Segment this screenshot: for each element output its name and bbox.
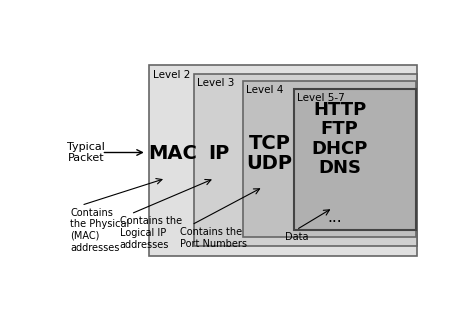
Text: Level 5-7: Level 5-7 [297,93,345,103]
Text: ...: ... [328,210,342,225]
Bar [243,81,416,237]
Text: TCP
UDP: TCP UDP [247,134,293,174]
Text: Contains the
Port Numbers: Contains the Port Numbers [181,227,247,249]
Text: Level 4: Level 4 [246,85,283,95]
Text: Typical
Packet: Typical Packet [67,142,105,163]
Text: HTTP
FTP
DHCP
DNS: HTTP FTP DHCP DNS [311,101,368,177]
Text: MAC: MAC [148,144,197,163]
Text: Data: Data [285,232,309,242]
Text: Level 3: Level 3 [197,78,235,88]
Bar [149,65,417,256]
Text: Contains the
Logical IP
addresses: Contains the Logical IP addresses [120,216,182,249]
Bar [194,74,417,246]
Text: IP: IP [209,144,230,163]
Text: Contains
the Physical
(MAC)
addresses: Contains the Physical (MAC) addresses [70,208,129,253]
Text: Level 2: Level 2 [153,70,190,80]
Bar [294,89,416,230]
